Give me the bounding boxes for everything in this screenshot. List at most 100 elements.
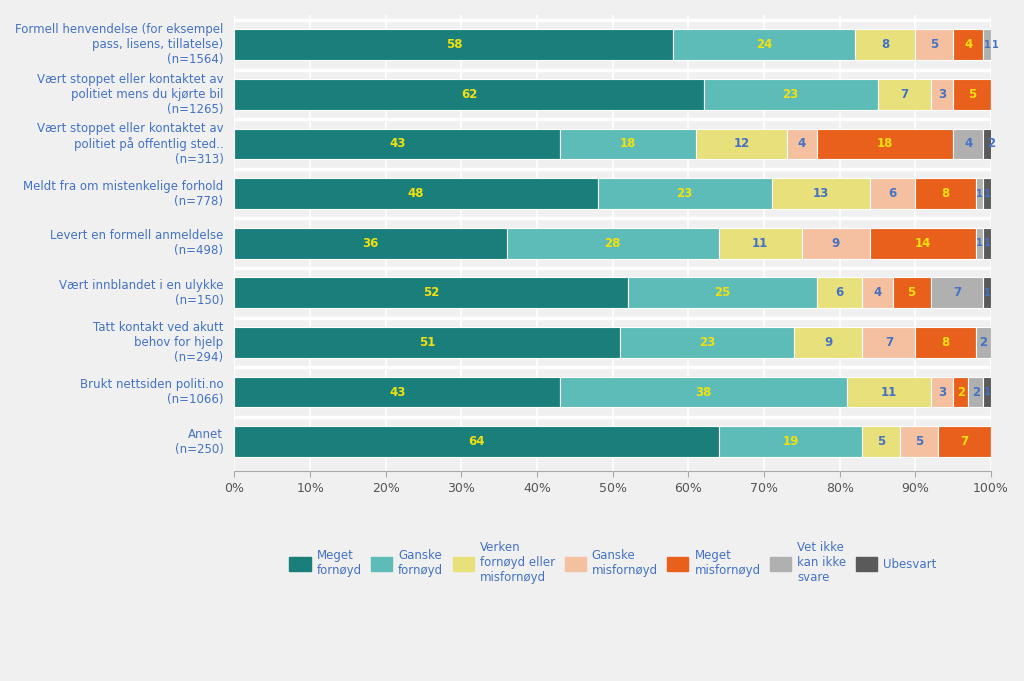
Text: 11: 11	[753, 237, 768, 250]
Bar	[621, 327, 795, 358]
Text: 52: 52	[423, 286, 439, 299]
Bar	[507, 228, 719, 259]
Text: 23: 23	[699, 336, 716, 349]
Bar	[969, 377, 983, 407]
Text: 9: 9	[824, 336, 833, 349]
Text: 7: 7	[900, 88, 908, 101]
Bar	[862, 327, 915, 358]
Text: 8: 8	[941, 336, 950, 349]
Bar	[953, 79, 991, 110]
Text: 64: 64	[468, 435, 484, 448]
Text: 3: 3	[938, 88, 946, 101]
Text: 24: 24	[756, 38, 772, 51]
Text: 1: 1	[984, 387, 990, 397]
Text: 62: 62	[461, 88, 477, 101]
Text: 2: 2	[956, 385, 965, 398]
Bar	[953, 377, 969, 407]
Text: 4: 4	[965, 138, 973, 151]
Bar	[598, 178, 772, 209]
Text: 5: 5	[907, 286, 915, 299]
Text: 48: 48	[408, 187, 424, 200]
Legend: Meget
fornøyd, Ganske
fornøyd, Verken
fornøyd eller
misfornøyd, Ganske
misfornøy: Meget fornøyd, Ganske fornøyd, Verken fo…	[285, 537, 941, 589]
Bar	[878, 79, 931, 110]
Bar	[234, 277, 628, 308]
Text: 1: 1	[976, 189, 983, 199]
Text: 3: 3	[938, 385, 946, 398]
Bar	[915, 29, 953, 60]
Bar	[234, 327, 621, 358]
Bar	[234, 129, 560, 159]
Bar	[802, 228, 870, 259]
Text: 36: 36	[362, 237, 379, 250]
Text: 6: 6	[889, 187, 897, 200]
Bar	[900, 426, 938, 457]
Bar	[931, 377, 953, 407]
Bar	[855, 29, 915, 60]
Text: 5: 5	[915, 435, 924, 448]
Text: 7: 7	[961, 435, 969, 448]
Text: 4: 4	[965, 38, 973, 51]
Text: 14: 14	[914, 237, 931, 250]
Text: 12: 12	[733, 138, 750, 151]
Bar	[674, 29, 855, 60]
Text: 1: 1	[991, 39, 998, 50]
Bar	[983, 228, 991, 259]
Text: 9: 9	[831, 237, 840, 250]
Bar	[234, 426, 719, 457]
Bar	[719, 426, 862, 457]
Text: 2: 2	[987, 138, 995, 151]
Text: 1: 1	[984, 189, 990, 199]
Text: 1: 1	[984, 39, 990, 50]
Bar	[983, 377, 991, 407]
Bar	[719, 228, 802, 259]
Bar	[234, 178, 598, 209]
Bar	[862, 277, 893, 308]
Text: 58: 58	[445, 38, 462, 51]
Bar	[560, 377, 847, 407]
Bar	[983, 129, 998, 159]
Bar	[991, 29, 998, 60]
Text: 51: 51	[419, 336, 435, 349]
Bar	[953, 29, 983, 60]
Bar	[817, 277, 862, 308]
Bar	[938, 426, 991, 457]
Text: 8: 8	[881, 38, 889, 51]
Bar	[703, 79, 878, 110]
Text: 1: 1	[984, 238, 990, 248]
Text: 2: 2	[979, 336, 987, 349]
Bar	[795, 327, 862, 358]
Text: 19: 19	[782, 435, 799, 448]
Text: 43: 43	[389, 385, 406, 398]
Bar	[870, 228, 976, 259]
Bar	[862, 426, 900, 457]
Bar	[976, 178, 983, 209]
Text: 38: 38	[695, 385, 712, 398]
Text: 23: 23	[677, 187, 693, 200]
Text: 8: 8	[941, 187, 950, 200]
Text: 7: 7	[885, 336, 893, 349]
Bar	[976, 327, 991, 358]
Bar	[915, 327, 976, 358]
Bar	[628, 277, 817, 308]
Bar	[915, 178, 976, 209]
Text: 4: 4	[798, 138, 806, 151]
Bar	[696, 129, 786, 159]
Bar	[234, 29, 674, 60]
Bar	[953, 129, 983, 159]
Text: 18: 18	[620, 138, 636, 151]
Bar	[786, 129, 817, 159]
Text: 23: 23	[782, 88, 799, 101]
Text: 6: 6	[836, 286, 844, 299]
Text: 28: 28	[604, 237, 621, 250]
Bar	[870, 178, 915, 209]
Text: 25: 25	[715, 286, 731, 299]
Bar	[976, 228, 983, 259]
Bar	[931, 79, 953, 110]
Bar	[893, 277, 931, 308]
Text: 5: 5	[878, 435, 886, 448]
Bar	[234, 228, 507, 259]
Bar	[234, 377, 560, 407]
Text: 18: 18	[877, 138, 893, 151]
Bar	[560, 129, 696, 159]
Text: 13: 13	[813, 187, 829, 200]
